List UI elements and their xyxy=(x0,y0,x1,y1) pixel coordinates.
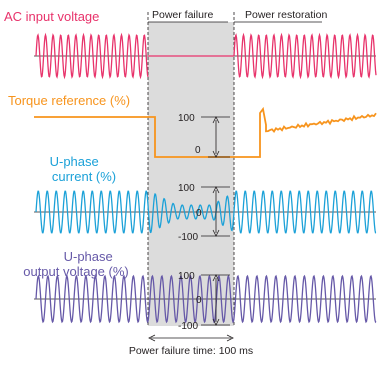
current-scale-minus-100: -100 xyxy=(178,232,198,243)
ac-input-waveform-before xyxy=(35,32,149,80)
current-scale-100: 100 xyxy=(178,183,195,194)
voltage-scale-minus-100: -100 xyxy=(178,321,198,332)
current-scale-arrowhead-down xyxy=(212,229,220,237)
failure-time-arrowhead-left xyxy=(148,334,156,342)
u-phase-output-voltage-label: U-phase output voltage (%) xyxy=(23,249,129,279)
torque-scale-arrowhead-down xyxy=(212,150,220,158)
torque-scale-arrowhead-up xyxy=(212,116,220,124)
voltage-scale-0: 0 xyxy=(196,295,202,306)
voltage-scale-arrowhead-down xyxy=(212,318,220,326)
torque-scale-0: 0 xyxy=(195,145,201,156)
torque-scale-100: 100 xyxy=(178,113,195,124)
power-failure-time-label: Power failure time: 100 ms xyxy=(129,345,253,357)
u-phase-output-voltage-waveform xyxy=(35,274,377,324)
u-phase-current-label: U-phase current (%) xyxy=(50,154,117,184)
power-failure-label: Power failure xyxy=(152,9,213,21)
torque-reference-trace xyxy=(34,106,377,158)
current-scale-0: 0 xyxy=(196,208,202,219)
voltage-scale-100: 100 xyxy=(178,271,195,282)
torque-reference-label: Torque reference (%) xyxy=(8,93,130,108)
failure-time-arrowhead-right xyxy=(226,334,234,342)
ac-input-voltage-label: AC input voltage xyxy=(4,9,99,24)
current-scale-arrowhead-up xyxy=(212,186,220,194)
voltage-scale-arrowhead-up xyxy=(212,274,220,282)
power-restoration-label: Power restoration xyxy=(245,9,327,21)
u-phase-current-waveform xyxy=(35,190,377,234)
ac-input-waveform-after xyxy=(233,32,377,80)
